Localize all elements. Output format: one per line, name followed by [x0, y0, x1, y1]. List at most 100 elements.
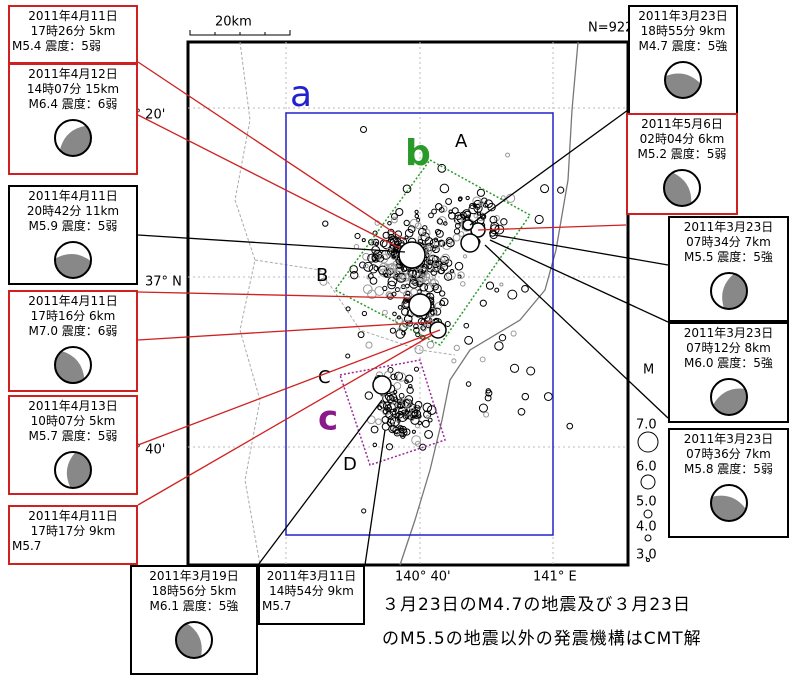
- earthquake: [363, 261, 374, 272]
- earthquake: [389, 237, 400, 247]
- leader-line: [489, 239, 669, 323]
- earthquake: [397, 401, 405, 410]
- earthquake: [404, 235, 409, 240]
- earthquake: [499, 282, 504, 287]
- earthquake: [419, 282, 429, 292]
- lon-label: 140° 40': [395, 570, 451, 585]
- beachball-fill: [721, 273, 747, 309]
- earthquake: [521, 392, 530, 401]
- beachball-outline: [54, 241, 92, 279]
- event-magnitude: M5.9 震度：5弱: [28, 219, 118, 233]
- earthquake: [397, 412, 408, 422]
- earthquake: [500, 218, 508, 226]
- earthquake: [394, 404, 400, 410]
- beachball-fill: [710, 495, 746, 521]
- beachball-outline: [664, 61, 702, 99]
- earthquake: [427, 259, 434, 266]
- leader-line: [469, 109, 629, 226]
- earthquake: [393, 270, 403, 280]
- earthquake: [419, 267, 428, 277]
- earthquake: [405, 290, 411, 296]
- earthquake: [361, 310, 368, 317]
- event-date: 2011年4月11日: [28, 509, 118, 523]
- earthquake: [390, 213, 398, 220]
- event-time-depth: 18時55分 9km: [640, 24, 726, 38]
- earthquake: [443, 221, 448, 226]
- earthquake: [453, 344, 460, 352]
- earthquake: [479, 299, 487, 307]
- earthquake: [381, 415, 390, 424]
- earthquake: [403, 407, 412, 416]
- earthquake: [420, 263, 430, 272]
- earthquake: [417, 273, 428, 284]
- earthquake: [409, 218, 419, 229]
- beachball-fill: [66, 452, 91, 488]
- earthquake: [389, 408, 397, 416]
- earthquake: [389, 327, 397, 334]
- earthquake: [386, 267, 394, 276]
- earthquake: [422, 228, 431, 238]
- earthquake: [505, 152, 511, 158]
- earthquake: [362, 252, 370, 261]
- earthquake: [388, 262, 397, 271]
- earthquake: [396, 401, 401, 406]
- event-time-depth: 20時42分 11km: [26, 204, 120, 218]
- earthquake: [392, 311, 397, 317]
- earthquake: [432, 284, 442, 294]
- earthquake: [393, 238, 402, 247]
- earthquake: [410, 415, 420, 425]
- earthquake: [396, 315, 402, 320]
- earthquake: [411, 435, 422, 446]
- point-label: C: [318, 367, 331, 388]
- earthquake: [454, 222, 461, 229]
- earthquake: [404, 406, 411, 413]
- earthquake: [375, 418, 382, 426]
- leader-line: [494, 234, 669, 266]
- leader-line: [137, 61, 406, 241]
- earthquake: [446, 238, 455, 248]
- earthquake: [517, 407, 526, 416]
- event-box: 2011年4月11日 17時17分 9km M5.7: [8, 505, 138, 565]
- legend-label: 7.0: [636, 418, 657, 433]
- earthquake: [469, 202, 476, 210]
- earthquake: [383, 273, 389, 278]
- earthquake: [390, 251, 395, 256]
- earthquake: [419, 443, 427, 451]
- earthquake: [429, 278, 436, 286]
- focal-mechanism: [709, 378, 748, 416]
- earthquake: [489, 215, 498, 224]
- earthquake: [566, 422, 574, 430]
- earthquake: [420, 325, 426, 331]
- earthquake: [322, 220, 329, 227]
- earthquake: [485, 281, 495, 290]
- earthquake: [382, 285, 388, 292]
- scale-bar: [189, 30, 291, 36]
- point-label: D: [343, 454, 357, 475]
- leader-line: [364, 429, 386, 566]
- earthquake: [435, 203, 443, 211]
- earthquake: [384, 392, 393, 401]
- leader-line: [477, 224, 627, 231]
- event-box: 2011年3月11日 14時54分 9km M5.7: [258, 565, 365, 625]
- beachball-outline: [663, 169, 701, 207]
- earthquake: [379, 401, 387, 409]
- earthquake: [402, 298, 409, 304]
- earthquake: [378, 265, 388, 275]
- earthquake: [374, 242, 379, 247]
- region-b: [333, 159, 532, 346]
- beachball-fill: [55, 351, 85, 383]
- earthquake: [463, 210, 472, 219]
- earthquake: [387, 280, 397, 290]
- legend-label: 3.0: [636, 548, 657, 563]
- earthquake: [439, 297, 449, 307]
- beachball-outline: [175, 621, 213, 659]
- caption: ３月23日のM4.7の地震及び３月23日: [382, 595, 691, 615]
- beachball-outline: [54, 346, 92, 384]
- coastline: [399, 41, 579, 566]
- earthquake: [372, 442, 378, 448]
- earthquake: [387, 415, 397, 424]
- earthquake: [479, 356, 486, 363]
- earthquake: [396, 262, 403, 269]
- earthquake: [390, 373, 397, 381]
- leader-line: [137, 291, 411, 299]
